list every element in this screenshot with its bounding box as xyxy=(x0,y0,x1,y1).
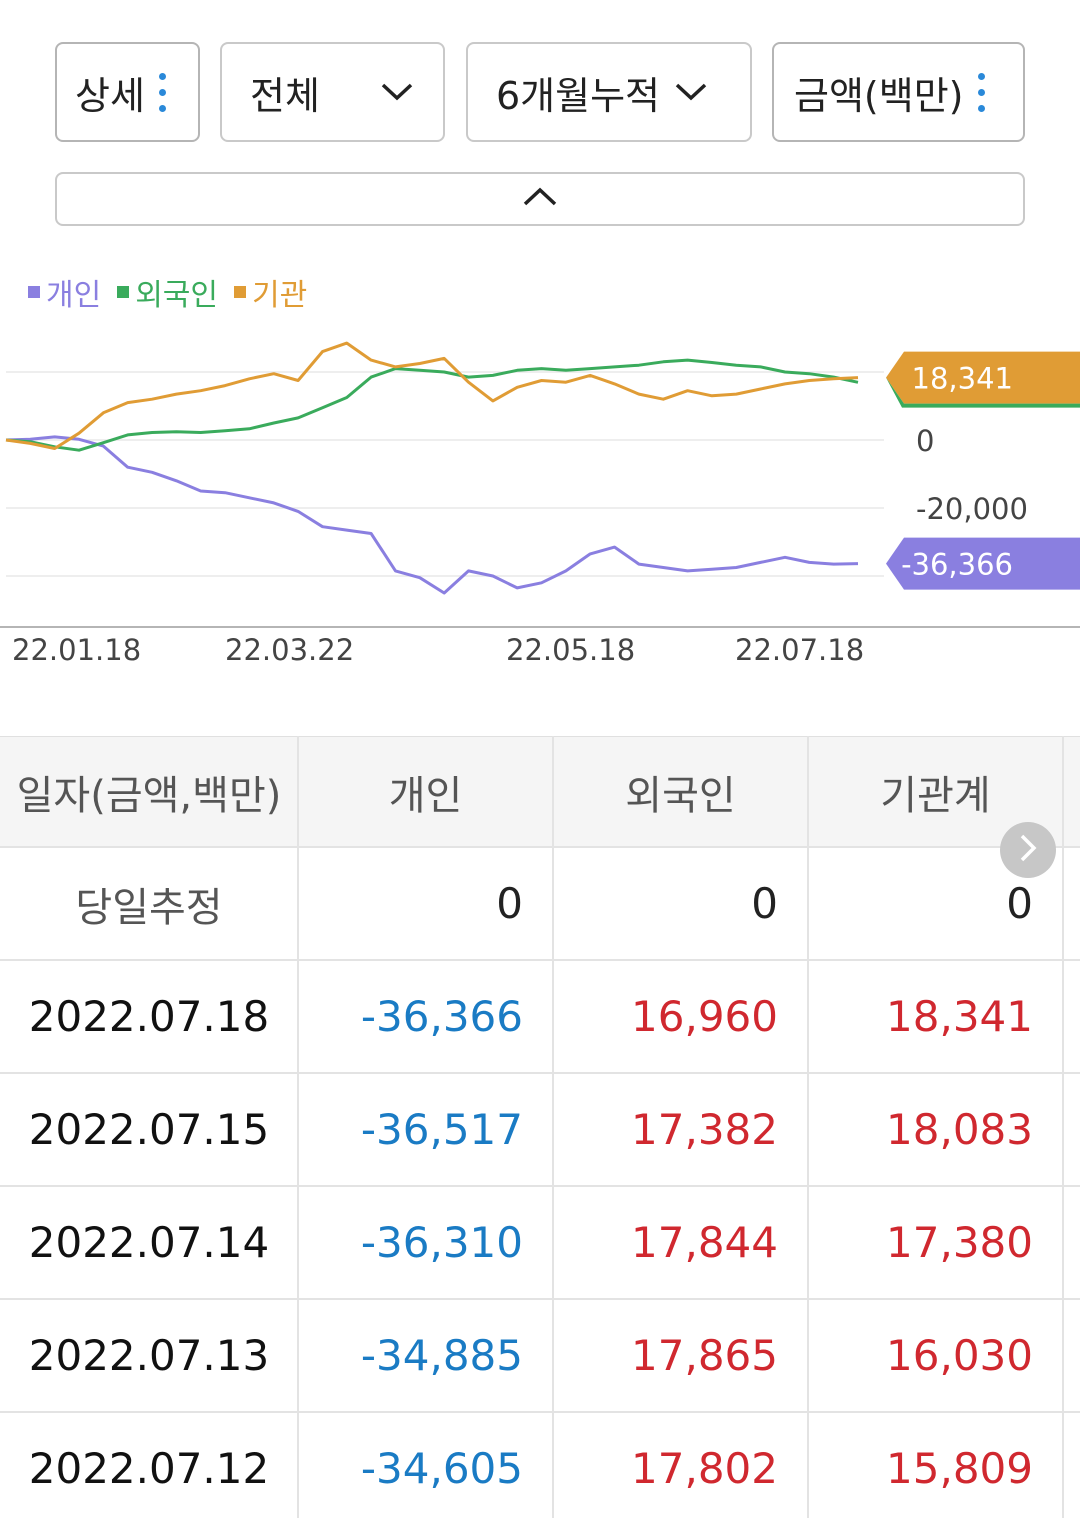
table-row[interactable]: 2022.07.13 -34,885 17,865 16,030 xyxy=(0,1300,1080,1413)
header-date: 일자(금액,백만) xyxy=(16,772,282,819)
table-row[interactable]: 2022.07.14 -36,310 17,844 17,380 xyxy=(0,1187,1080,1300)
y-axis-labels: 0 -20,000 xyxy=(916,424,1028,526)
legend-label: 기관 xyxy=(252,278,308,313)
detail-filter-label: 상세 xyxy=(75,73,145,118)
scope-dropdown[interactable]: 전체 xyxy=(220,42,445,142)
period-dropdown-label: 6개월누적 xyxy=(496,73,661,118)
foreign-cell: 0 xyxy=(751,879,778,928)
kebab-icon xyxy=(977,72,985,112)
legend-label: 외국인 xyxy=(135,278,219,313)
legend-swatch xyxy=(234,286,247,298)
table-header-row: 일자(금액,백만) 개인 외국인 기관계 xyxy=(0,736,1080,848)
end-value-text: 18,341 xyxy=(912,362,1013,396)
series-line xyxy=(5,435,859,595)
detail-filter-button[interactable]: 상세 xyxy=(55,42,200,142)
legend-item-individual[interactable]: 개인 xyxy=(28,270,101,314)
table-row[interactable]: 2022.07.18 -36,366 16,960 18,341 xyxy=(0,961,1080,1074)
legend-item-foreign[interactable]: 외국인 xyxy=(117,270,218,314)
individual-cell: -36,310 xyxy=(360,1218,523,1267)
x-tick-label: 22.01.18 xyxy=(12,633,141,667)
period-dropdown[interactable]: 6개월누적 xyxy=(466,42,752,142)
column-divider xyxy=(1062,736,1064,1518)
header-individual: 개인 xyxy=(388,772,463,819)
date-cell: 2022.07.12 xyxy=(28,1444,270,1493)
x-tick-label: 22.03.22 xyxy=(225,633,354,667)
foreign-cell: 17,802 xyxy=(631,1444,778,1493)
foreign-cell: 17,865 xyxy=(631,1331,778,1380)
table-row[interactable]: 2022.07.15 -36,517 17,382 18,083 xyxy=(0,1074,1080,1187)
foreign-cell: 17,844 xyxy=(631,1218,778,1267)
individual-cell: -36,517 xyxy=(360,1105,523,1154)
end-value-badge: 18,341 xyxy=(886,351,1080,408)
institution-cell: 18,083 xyxy=(886,1105,1033,1154)
date-cell: 당일추정 xyxy=(75,884,223,931)
scroll-right-button[interactable] xyxy=(1000,822,1056,878)
column-divider xyxy=(807,736,809,1518)
legend-label: 개인 xyxy=(46,278,102,313)
institution-cell: 0 xyxy=(1006,879,1033,928)
investor-trend-chart: 0-20,000 18,341-36,366 22.01.18 22.03.22 2… xyxy=(0,341,1080,667)
date-cell: 2022.07.15 xyxy=(28,1105,270,1154)
chevron-right-icon xyxy=(1018,833,1038,867)
chevron-down-icon xyxy=(674,82,708,102)
header-institution: 기관계 xyxy=(880,772,991,819)
end-value-text: -36,366 xyxy=(901,548,1013,582)
x-tick-label: 22.05.18 xyxy=(506,633,635,667)
chevron-down-icon xyxy=(380,82,414,102)
header-foreign: 외국인 xyxy=(625,772,736,819)
table-row[interactable]: 2022.07.12 -34,605 17,802 15,809 xyxy=(0,1413,1080,1518)
date-cell: 2022.07.18 xyxy=(28,992,270,1041)
individual-cell: -34,885 xyxy=(360,1331,523,1380)
legend-swatch xyxy=(117,286,130,298)
kebab-icon xyxy=(158,72,166,112)
individual-cell: 0 xyxy=(496,879,523,928)
unit-filter-button[interactable]: 금액(백만) xyxy=(772,42,1025,142)
legend-swatch xyxy=(28,286,40,298)
date-cell: 2022.07.14 xyxy=(28,1218,270,1267)
unit-filter-label: 금액(백만) xyxy=(794,73,964,118)
foreign-cell: 16,960 xyxy=(631,992,778,1041)
end-value-badge: -36,366 xyxy=(886,537,1080,590)
individual-cell: -36,366 xyxy=(360,992,523,1041)
foreign-cell: 17,382 xyxy=(631,1105,778,1154)
chart-legend: 개인 외국인 기관 xyxy=(28,270,307,314)
column-divider xyxy=(552,736,554,1518)
date-cell: 2022.07.13 xyxy=(28,1331,270,1380)
scope-dropdown-label: 전체 xyxy=(250,73,320,118)
x-axis-labels: 22.01.18 22.03.22 22.05.18 22.07.18 xyxy=(12,633,864,667)
table-row[interactable]: 당일추정 0 0 0 xyxy=(0,848,1080,961)
column-divider xyxy=(297,736,299,1518)
y-tick-label: 0 xyxy=(916,424,934,458)
end-value-labels: 18,341 -36,366 xyxy=(886,351,1080,590)
chevron-up-icon xyxy=(522,186,558,212)
y-tick-label: -20,000 xyxy=(916,492,1028,526)
series-line xyxy=(5,341,859,450)
institution-cell: 15,809 xyxy=(886,1444,1033,1493)
x-tick-label: 22.07.18 xyxy=(735,633,864,667)
legend-item-institution[interactable]: 기관 xyxy=(234,270,307,314)
institution-cell: 18,341 xyxy=(886,992,1033,1041)
chart-series xyxy=(5,341,859,595)
individual-cell: -34,605 xyxy=(360,1444,523,1493)
collapse-filters-button[interactable] xyxy=(55,172,1025,226)
institution-cell: 16,030 xyxy=(886,1331,1033,1380)
series-line xyxy=(5,358,859,452)
institution-cell: 17,380 xyxy=(886,1218,1033,1267)
